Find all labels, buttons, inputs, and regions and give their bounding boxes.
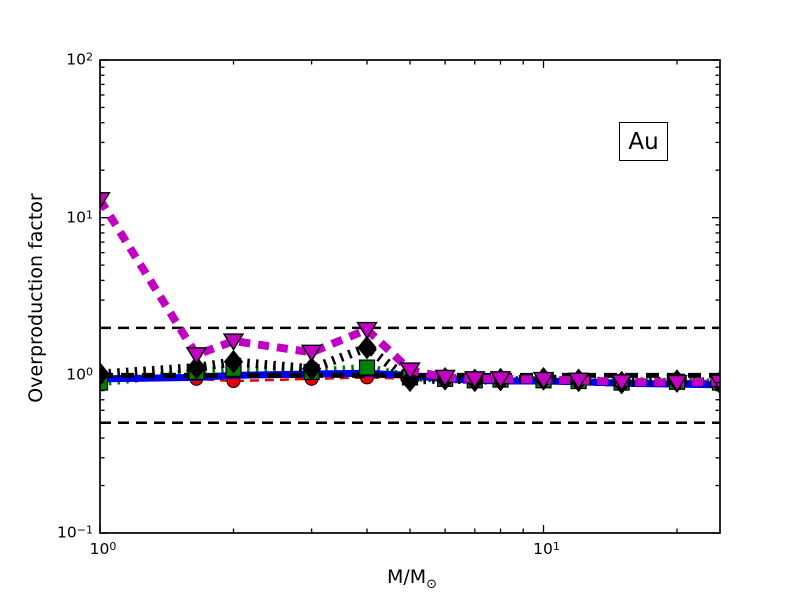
diamond-marker bbox=[100, 362, 110, 386]
y-tick-label: 102 bbox=[66, 50, 93, 69]
triangle-down-marker bbox=[489, 371, 512, 389]
diamond-marker bbox=[357, 335, 377, 360]
element-label-text: Au bbox=[628, 128, 659, 155]
element-label-box: Au bbox=[619, 122, 668, 161]
y-tick-label: 10−1 bbox=[57, 523, 93, 542]
axis-ticks bbox=[99, 59, 720, 534]
data-layer bbox=[100, 191, 720, 425]
triangle-down-marker bbox=[185, 347, 208, 365]
triangle-down-marker bbox=[100, 191, 111, 210]
triangle-down-marker bbox=[567, 372, 590, 391]
series-line-magenta-dashed bbox=[100, 197, 720, 387]
square-marker bbox=[358, 359, 376, 376]
triangle-down-marker bbox=[666, 374, 688, 393]
triangle-down-marker bbox=[464, 371, 486, 389]
series-markers-magenta-triangles bbox=[100, 191, 720, 393]
triangle-down-marker bbox=[356, 321, 378, 340]
triangle-down-marker bbox=[222, 333, 245, 351]
x-axis-label: M/M⊙ bbox=[387, 566, 437, 592]
y-tick-label: 100 bbox=[66, 365, 93, 384]
y-axis-label: Overproduction factor bbox=[25, 193, 47, 403]
series-line-black-dotted bbox=[100, 343, 720, 388]
triangle-down-marker bbox=[532, 371, 555, 390]
triangle-down-marker bbox=[610, 374, 633, 392]
diamond-marker bbox=[186, 355, 207, 380]
x-tick-label: 101 bbox=[533, 540, 560, 558]
x-tick-label: 100 bbox=[89, 540, 117, 558]
diamond-marker bbox=[223, 349, 244, 374]
triangle-down-marker bbox=[300, 344, 323, 363]
triangle-down-marker bbox=[399, 362, 421, 380]
sun-symbol: ⊙ bbox=[426, 577, 438, 592]
x-axis-label-base: M/M bbox=[386, 566, 427, 588]
diamond-marker bbox=[301, 357, 322, 381]
triangle-down-marker bbox=[434, 369, 456, 388]
y-tick-label: 101 bbox=[66, 208, 93, 227]
